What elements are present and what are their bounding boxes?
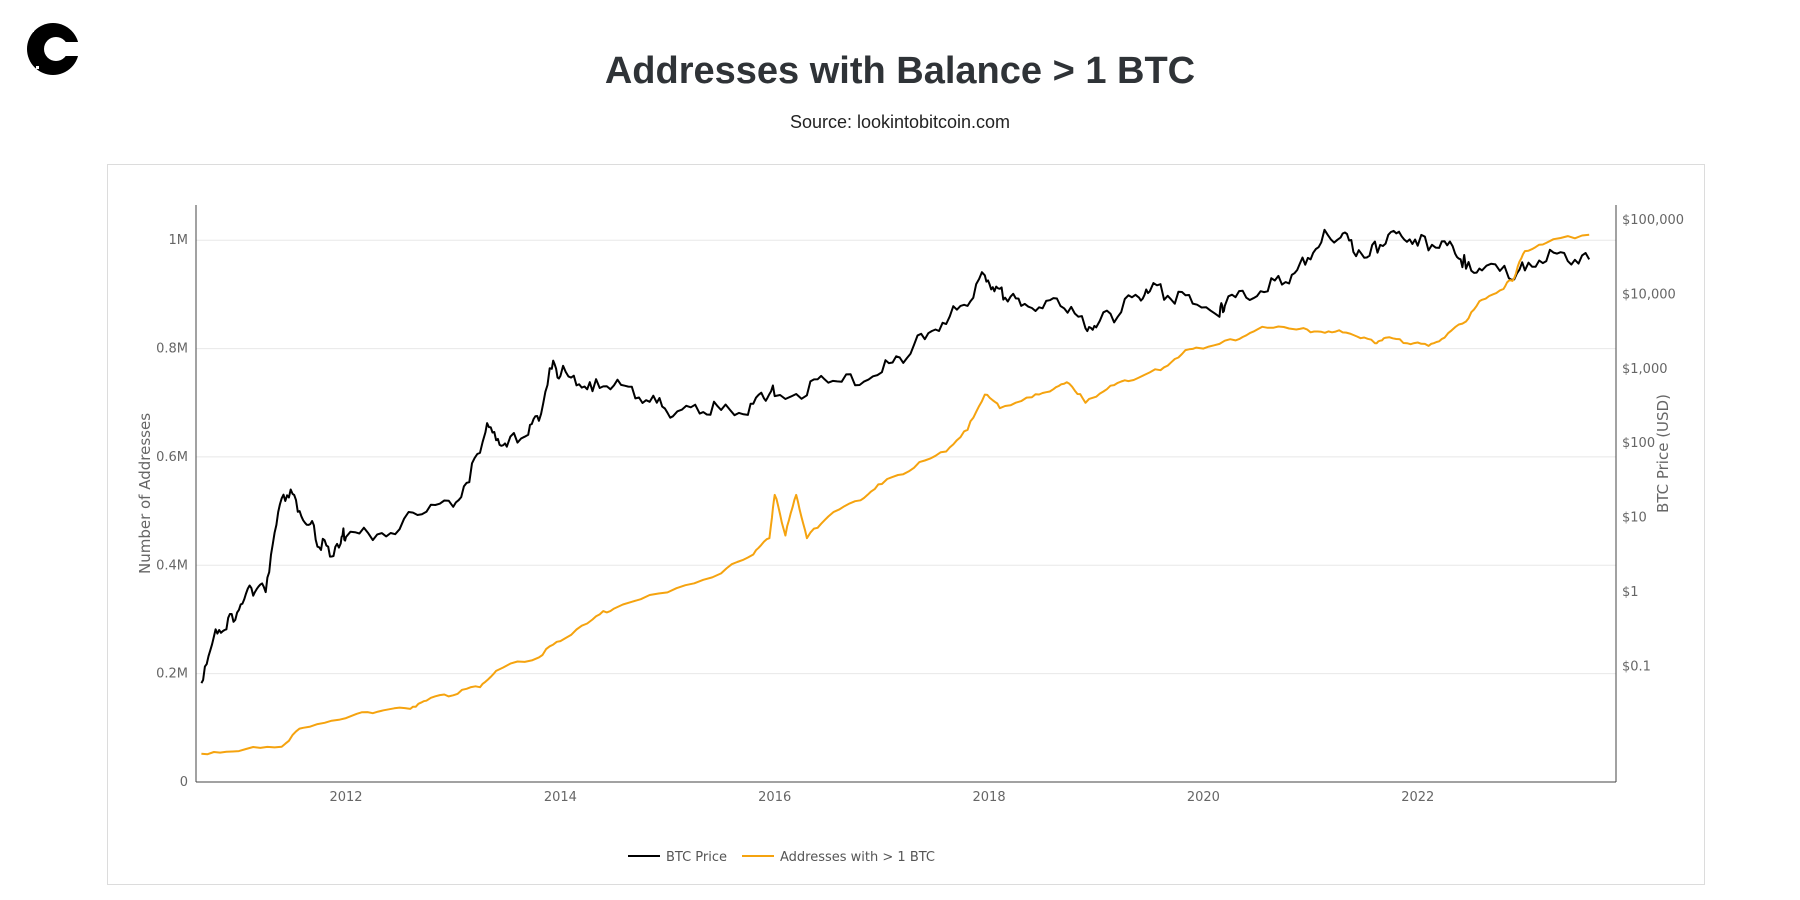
series-line-addresses — [201, 233, 1590, 756]
y2-tick-label: $100,000 — [1622, 213, 1684, 228]
x-tick-label: 2020 — [1187, 790, 1220, 805]
x-tick-labels: 2012 2014 2016 2018 2020 2022 — [329, 790, 1434, 805]
axes — [195, 205, 1617, 783]
y2-tick-label: $10 — [1622, 511, 1647, 526]
series-lines — [200, 228, 1591, 756]
y2-axis-label: BTC Price (USD) — [1654, 394, 1672, 513]
page-subtitle: Source: lookintobitcoin.com — [789, 112, 1011, 132]
y-tick-label: 0.2M — [156, 667, 188, 682]
x-tick-label: 2012 — [329, 790, 362, 805]
chart-frame: 0 0.2M 0.4M 0.6M 0.8M 1M $0.1 $1 $10 $100 $1,000 $… — [107, 164, 1705, 885]
legend: BTC Price Addresses with > 1 BTC — [628, 850, 935, 865]
y2-tick-label: $0.1 — [1622, 660, 1651, 675]
x-tick-label: 2016 — [758, 790, 791, 805]
x-tick-label: 2018 — [973, 790, 1006, 805]
y-tick-label: 1M — [169, 233, 189, 248]
x-tick-label: 2022 — [1401, 790, 1434, 805]
legend-label-addresses: Addresses with > 1 BTC — [780, 850, 935, 865]
y-axis-label: Number of Addresses — [136, 413, 154, 574]
coin-c-logo-icon — [27, 23, 84, 75]
legend-label-btc-price: BTC Price — [666, 850, 727, 865]
y2-tick-labels: $0.1 $1 $10 $100 $1,000 $10,000 $100,000 — [1622, 213, 1684, 675]
y2-tick-label: $1 — [1622, 585, 1639, 600]
series-line-btc-price — [200, 228, 1591, 684]
x-tick-label: 2014 — [544, 790, 577, 805]
y2-tick-label: $100 — [1622, 436, 1655, 451]
y-tick-label: 0 — [180, 775, 188, 790]
y2-tick-label: $10,000 — [1622, 287, 1676, 302]
page-title: Addresses with Balance > 1 BTC — [604, 50, 1196, 92]
y-tick-label: 0.4M — [156, 558, 188, 573]
y-tick-label: 0.8M — [156, 342, 188, 357]
y-tick-label: 0.6M — [156, 450, 188, 465]
y-tick-labels: 0 0.2M 0.4M 0.6M 0.8M 1M — [156, 233, 188, 790]
y2-tick-label: $1,000 — [1622, 362, 1668, 377]
grid-lines — [196, 239, 1616, 675]
